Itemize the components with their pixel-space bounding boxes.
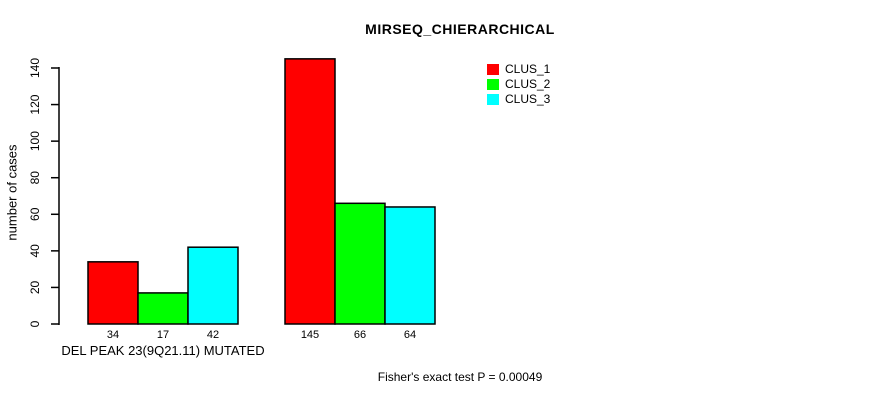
legend-item: CLUS_2 bbox=[487, 77, 550, 92]
bar-value-label: 145 bbox=[301, 329, 319, 341]
legend-item: CLUS_3 bbox=[487, 92, 550, 107]
legend: CLUS_1 CLUS_2 CLUS_3 bbox=[487, 62, 550, 107]
y-axis-tick-label: 40 bbox=[28, 244, 42, 258]
legend-label: CLUS_3 bbox=[505, 92, 551, 106]
bar-value-label: 17 bbox=[157, 329, 169, 341]
y-axis-tick-label: 80 bbox=[28, 171, 42, 185]
legend-swatch-icon bbox=[487, 79, 499, 90]
bar-clus_2-group2 bbox=[334, 202, 386, 325]
y-axis-tick-label: 20 bbox=[28, 280, 42, 294]
bar-value-label: 42 bbox=[207, 329, 219, 341]
bar-value-label: 34 bbox=[107, 329, 119, 341]
bar-clus_2-group1 bbox=[137, 292, 189, 325]
y-axis-tick-label: 140 bbox=[28, 58, 42, 78]
chart-title: MIRSEQ_CHIERARCHICAL bbox=[365, 21, 555, 37]
bar-clus_1-group1 bbox=[87, 261, 139, 325]
bar-clus_3-group1 bbox=[187, 246, 239, 325]
footnote-text: Fisher's exact test P = 0.00049 bbox=[377, 370, 543, 384]
y-axis-tick-label: 0 bbox=[28, 320, 42, 327]
legend-swatch-icon bbox=[487, 94, 499, 105]
legend-item: CLUS_1 bbox=[487, 62, 550, 77]
y-axis-tick-label: 60 bbox=[28, 207, 42, 221]
bar-clus_1-group2 bbox=[284, 58, 336, 325]
legend-label: CLUS_1 bbox=[505, 62, 551, 76]
y-axis-tick-label: 120 bbox=[28, 94, 42, 114]
legend-label: CLUS_2 bbox=[505, 77, 551, 91]
bar-value-label: 66 bbox=[354, 329, 366, 341]
bar-value-label: 64 bbox=[404, 329, 416, 341]
y-axis-tick-label: 100 bbox=[28, 131, 42, 151]
legend-swatch-icon bbox=[487, 64, 499, 75]
group-label: DEL PEAK 23(9Q21.11) MUTATED bbox=[61, 343, 265, 358]
bar-clus_3-group2 bbox=[384, 206, 436, 325]
